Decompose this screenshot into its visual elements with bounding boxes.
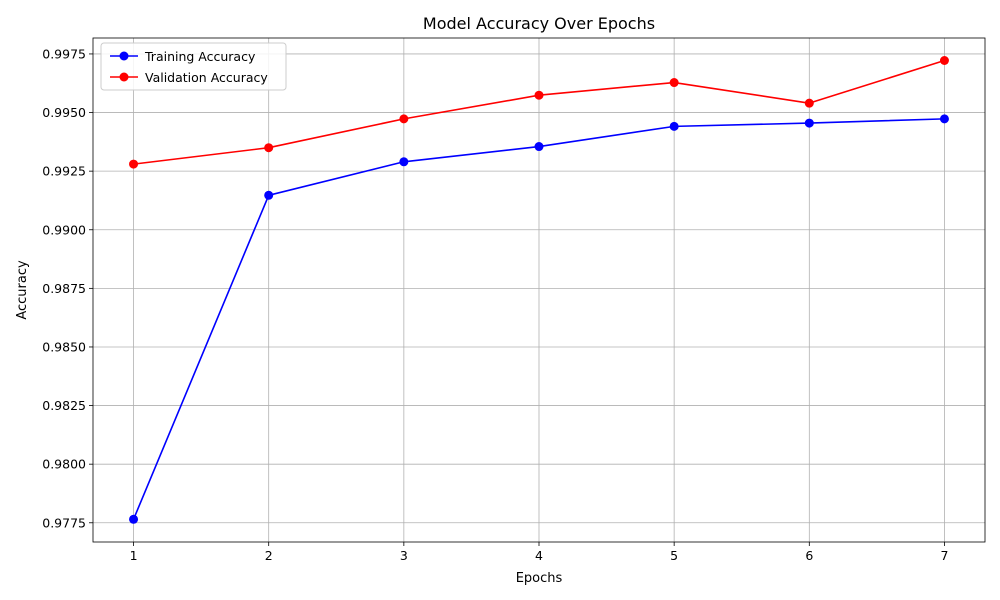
legend-box	[100, 42, 287, 91]
data-point-validation	[399, 114, 409, 124]
chart-title: Model Accuracy Over Epochs	[423, 14, 655, 33]
x-tick-label: 4	[535, 548, 543, 563]
y-tick-label: 0.9850	[42, 339, 86, 354]
y-tick-label: 0.9825	[42, 398, 86, 413]
data-point-training	[939, 114, 949, 124]
data-point-validation	[264, 143, 274, 153]
y-tick-label: 0.9975	[42, 46, 86, 61]
legend-marker-validation	[119, 72, 129, 82]
y-tick-label: 0.9950	[42, 105, 86, 120]
y-tick-label: 0.9875	[42, 281, 86, 296]
legend-label-training: Training Accuracy	[144, 49, 256, 64]
tick-labels: 1 2 3 4 5 6 7 0.9775 0.9800 0.9825 0.9850 0.9875 0.9…	[42, 46, 948, 563]
data-point-training	[129, 514, 139, 524]
x-axis-label: Epochs	[516, 571, 563, 586]
y-tick-label: 0.9775	[42, 515, 86, 530]
y-tick-label: 0.9800	[42, 457, 86, 472]
x-tick-label: 5	[670, 548, 678, 563]
data-point-training	[264, 190, 274, 200]
data-point-training	[669, 121, 679, 131]
legend-marker-training	[119, 51, 129, 61]
series-lines	[129, 56, 949, 524]
data-point-validation	[669, 78, 679, 88]
y-tick-label: 0.9925	[42, 164, 86, 179]
data-point-validation	[804, 98, 814, 108]
x-tick-label: 1	[130, 548, 138, 563]
y-axis-label: Accuracy	[15, 260, 30, 320]
x-tick-label: 3	[400, 548, 408, 563]
plot-frame	[92, 37, 986, 543]
x-tick-label: 7	[940, 548, 948, 563]
data-point-training	[399, 157, 409, 167]
legend-label-validation: Validation Accuracy	[145, 70, 268, 85]
data-point-training	[804, 118, 814, 128]
axes	[89, 37, 986, 546]
x-tick-label: 6	[805, 548, 813, 563]
data-point-validation	[129, 159, 139, 169]
legend: Training Accuracy Validation Accuracy	[100, 42, 287, 91]
y-tick-label: 0.9900	[42, 222, 86, 237]
data-point-validation	[939, 56, 949, 66]
x-tick-label: 2	[265, 548, 273, 563]
legend-entry-validation: Validation Accuracy	[110, 70, 268, 85]
legend-entry-training: Training Accuracy	[110, 49, 256, 64]
data-point-validation	[534, 90, 544, 100]
data-point-training	[534, 142, 544, 152]
